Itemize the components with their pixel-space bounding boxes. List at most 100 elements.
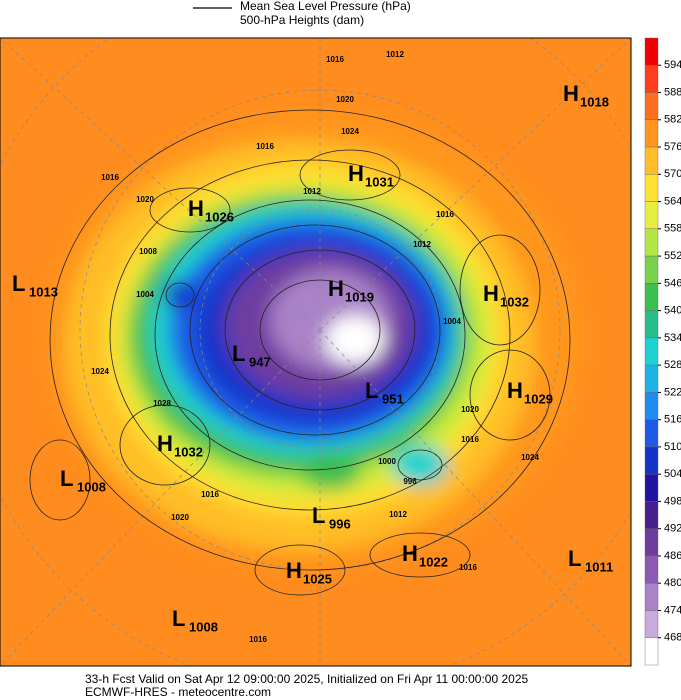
- center-value: 1026: [205, 209, 234, 224]
- center-value: 1032: [174, 444, 203, 459]
- isobar-label: 1008: [139, 247, 157, 256]
- center-letter: H: [188, 196, 204, 221]
- colorbar-cell: [644, 419, 659, 448]
- colorbar-cell: [644, 583, 659, 611]
- isobar-label: 1004: [443, 317, 461, 326]
- isobar-label: 1004: [136, 290, 154, 299]
- legend-line-label: Mean Sea Level Pressure (hPa): [240, 0, 411, 13]
- isobar-label: 996: [403, 477, 417, 486]
- colorbar-cell: [644, 255, 659, 284]
- colorbar-label: 564: [664, 195, 681, 207]
- colorbar-cell: [644, 119, 659, 148]
- height-field: [45, 110, 585, 570]
- isobar-label: 1020: [171, 513, 189, 522]
- center-letter: L: [172, 606, 185, 631]
- colorbar-cell: [644, 146, 659, 175]
- center-letter: H: [402, 541, 418, 566]
- colorbar-label: 534: [664, 332, 681, 344]
- colorbar-label: 546: [664, 277, 681, 289]
- colorbar-cell: [644, 92, 659, 120]
- colorbar-cell: [644, 201, 659, 230]
- center-letter: H: [348, 161, 364, 186]
- colorbar-cell: [644, 501, 659, 529]
- isobar-label: 1020: [461, 405, 479, 414]
- center-letter: H: [507, 378, 523, 403]
- isobar-label: 1016: [201, 490, 219, 499]
- center-letter: L: [60, 466, 73, 491]
- center-value: 1022: [419, 554, 448, 569]
- colorbar-label: 504: [664, 468, 681, 480]
- colorbar-label: 570: [664, 168, 681, 180]
- colorbar-label: 594: [664, 59, 681, 71]
- colorbar-label: 498: [664, 495, 681, 507]
- isobar-label: 1020: [336, 95, 354, 104]
- legend-fill-label: 500-hPa Heights (dam): [240, 13, 364, 27]
- footer-source: ECMWF-HRES - meteocentre.com: [85, 685, 271, 699]
- center-value: 951: [382, 391, 404, 406]
- isobar-label: 1016: [436, 210, 454, 219]
- center-letter: H: [328, 276, 344, 301]
- isobar-label: 1016: [326, 55, 344, 64]
- colorbar-label: 480: [664, 577, 681, 589]
- colorbar: 594 588 582 576 570 564 558 552 546 540 534 528 522 5…: [644, 37, 681, 666]
- colorbar-label: 474: [664, 604, 681, 616]
- isobar-label: 1024: [91, 367, 109, 376]
- colorbar-cell: [644, 610, 659, 638]
- center-value: 1018: [580, 94, 609, 109]
- center-value: 1011: [585, 559, 613, 574]
- map-frame: [0, 37, 632, 667]
- colorbar-label: 516: [664, 414, 681, 426]
- colorbar-cell: [644, 283, 659, 311]
- isobar-label: 1028: [153, 399, 171, 408]
- center-value: 1008: [189, 619, 218, 634]
- colorbar-cell: [644, 473, 659, 502]
- center-letter: L: [312, 503, 325, 528]
- colorbar-cell: [644, 446, 659, 475]
- colorbar-label: 582: [664, 114, 681, 126]
- center-letter: H: [563, 81, 579, 106]
- colorbar-label: 492: [664, 523, 681, 535]
- colorbar-label: 522: [664, 386, 681, 398]
- isobar-label: 1012: [386, 50, 404, 59]
- center-letter: H: [157, 431, 173, 456]
- colorbar-label: 588: [664, 86, 681, 98]
- colorbar-cell: [644, 228, 659, 257]
- colorbar-cell: [644, 555, 659, 584]
- center-value: 1031: [365, 174, 394, 189]
- center-letter: H: [286, 558, 302, 583]
- colorbar-label: 468: [664, 632, 681, 644]
- colorbar-label: 576: [664, 141, 681, 153]
- colorbar-cell: [644, 37, 659, 66]
- isobar-label: 1000: [378, 457, 396, 466]
- colorbar-cell: [644, 65, 659, 93]
- colorbar-cell: [644, 364, 659, 393]
- isobar-label: 1016: [101, 173, 119, 182]
- isobars: [29, 109, 571, 596]
- isobar-label: 1020: [136, 195, 154, 204]
- center-value: 1019: [345, 289, 374, 304]
- isobar-label: 1012: [413, 240, 431, 249]
- center-letter: L: [232, 341, 245, 366]
- center-letter: L: [365, 378, 378, 403]
- colorbar-label: 540: [664, 305, 681, 317]
- colorbar-cell: [644, 310, 659, 339]
- colorbar-cell: [644, 637, 659, 666]
- footer-valid: 33-h Fcst Valid on Sat Apr 12 09:00:00 2…: [85, 672, 529, 686]
- field-green-lobe: [300, 450, 360, 490]
- isobar-label: 1016: [459, 563, 477, 572]
- isobar-label: 1024: [521, 453, 539, 462]
- isobar-label-group: 1012 1016 1020 1024 1016 1016 1020 1008 1004 1012…: [91, 50, 539, 644]
- field-blue-lobe: [164, 281, 196, 309]
- colorbar-label: 552: [664, 250, 681, 262]
- isobar-label: 1016: [461, 435, 479, 444]
- colorbar-label: 528: [664, 359, 681, 371]
- isobar-label: 1016: [249, 635, 267, 644]
- center-value: 1008: [77, 479, 106, 494]
- colorbar-label: 486: [664, 550, 681, 562]
- center-value: 1025: [303, 571, 332, 586]
- colorbar-cell: [644, 337, 659, 366]
- colorbar-cell: [644, 392, 659, 420]
- field-cyan-lobe: [392, 445, 448, 485]
